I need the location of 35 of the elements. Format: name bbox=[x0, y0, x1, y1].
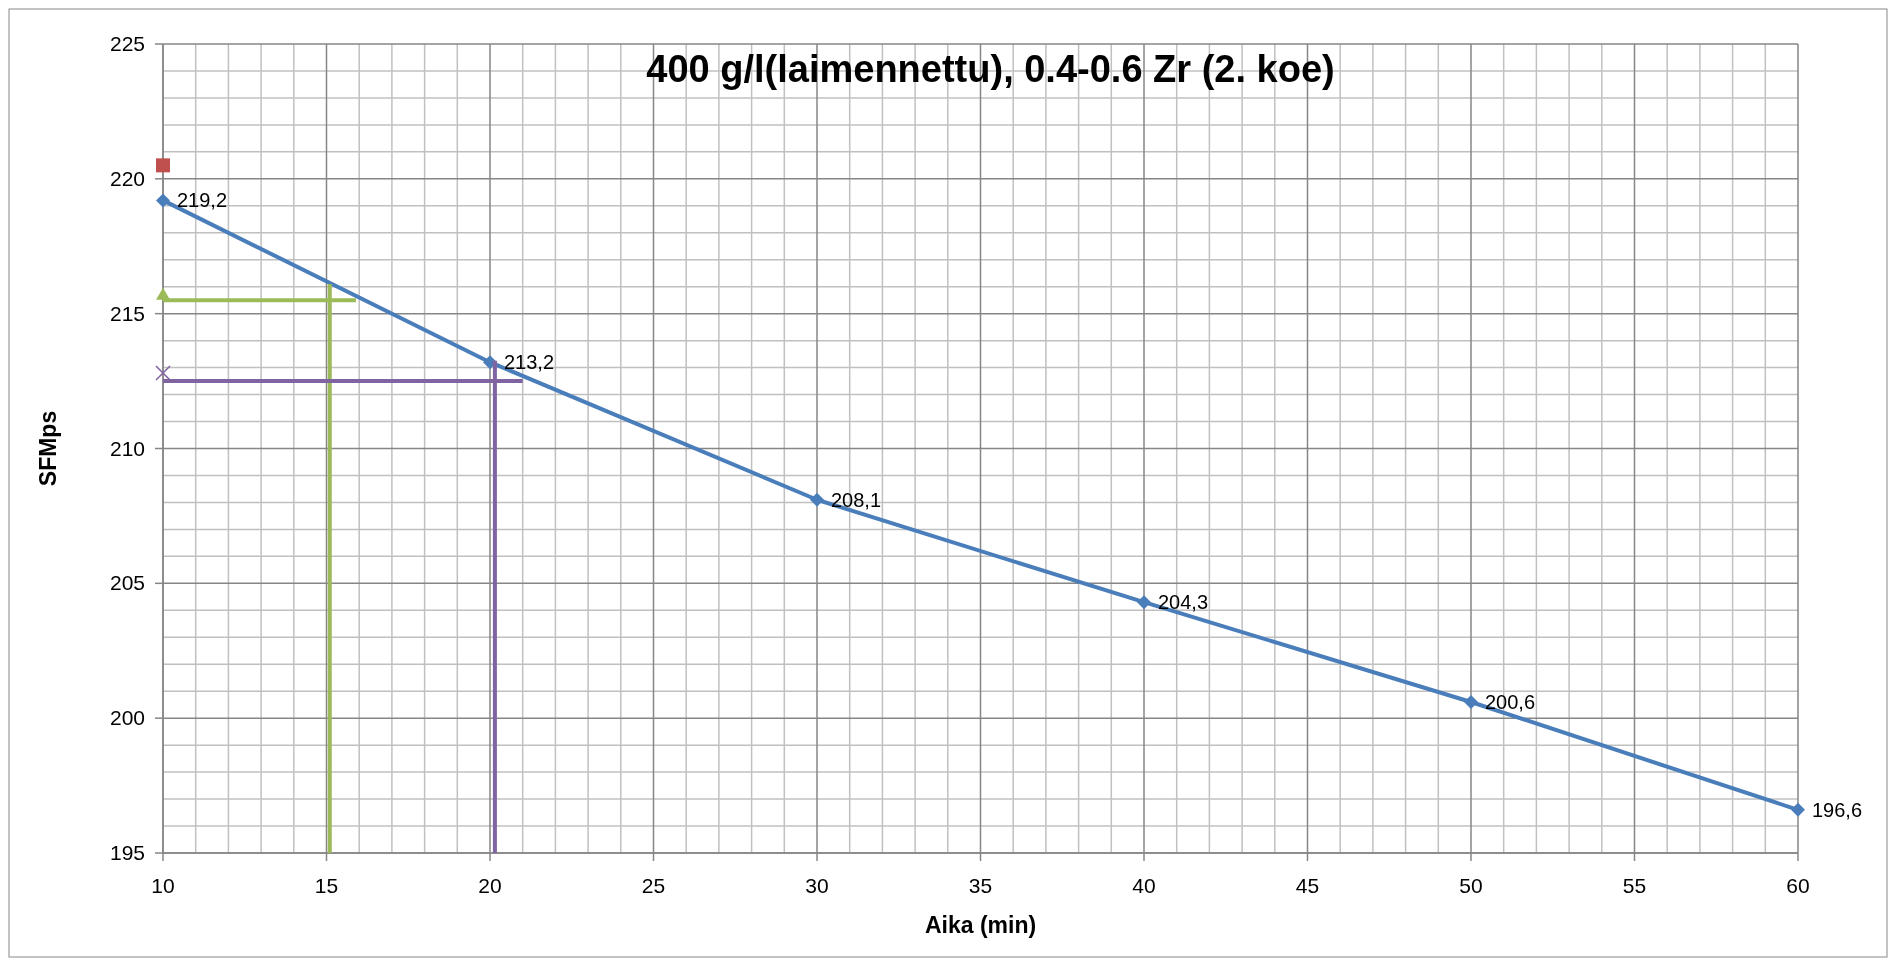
x-tick-label: 40 bbox=[1132, 874, 1156, 897]
data-label: 213,2 bbox=[504, 351, 555, 374]
point bbox=[156, 193, 170, 208]
data-label: 219,2 bbox=[177, 189, 228, 212]
point bbox=[810, 492, 824, 507]
point bbox=[156, 287, 170, 300]
y-tick-label: 225 bbox=[109, 32, 145, 55]
chart-title: 400 g/l(laimennettu), 0.4-0.6 Zr (2. koe) bbox=[646, 48, 1335, 90]
x-tick-label: 15 bbox=[314, 874, 339, 897]
y-axis-title: SFMps bbox=[35, 410, 61, 487]
x-tick-label: 30 bbox=[805, 874, 829, 897]
y-tick-label: 200 bbox=[109, 706, 145, 730]
point bbox=[1791, 802, 1805, 817]
point bbox=[1137, 595, 1151, 610]
data-label: 208,1 bbox=[831, 488, 882, 511]
data-label: 204,3 bbox=[1158, 591, 1209, 614]
data-label: 196,6 bbox=[1812, 798, 1863, 821]
y-tick-label: 205 bbox=[109, 571, 145, 595]
y-tick-label: 210 bbox=[109, 436, 145, 460]
x-axis-title: Aika (min) bbox=[924, 912, 1037, 938]
data-label: 200,6 bbox=[1485, 690, 1536, 713]
x-tick-label: 45 bbox=[1295, 874, 1320, 897]
y-tick-label: 195 bbox=[109, 841, 145, 864]
point bbox=[156, 158, 170, 173]
x-tick-label: 25 bbox=[641, 874, 666, 897]
x-tick-label: 35 bbox=[968, 874, 993, 897]
x-tick-label: 10 bbox=[151, 874, 175, 897]
x-tick-label: 60 bbox=[1786, 874, 1810, 897]
x-tick-label: 20 bbox=[478, 874, 502, 897]
y-tick-label: 220 bbox=[109, 166, 145, 190]
point bbox=[1464, 694, 1478, 709]
x-tick-label: 50 bbox=[1459, 874, 1483, 897]
y-tick-label: 215 bbox=[109, 301, 145, 325]
point bbox=[155, 365, 171, 381]
x-tick-label: 55 bbox=[1622, 874, 1647, 897]
